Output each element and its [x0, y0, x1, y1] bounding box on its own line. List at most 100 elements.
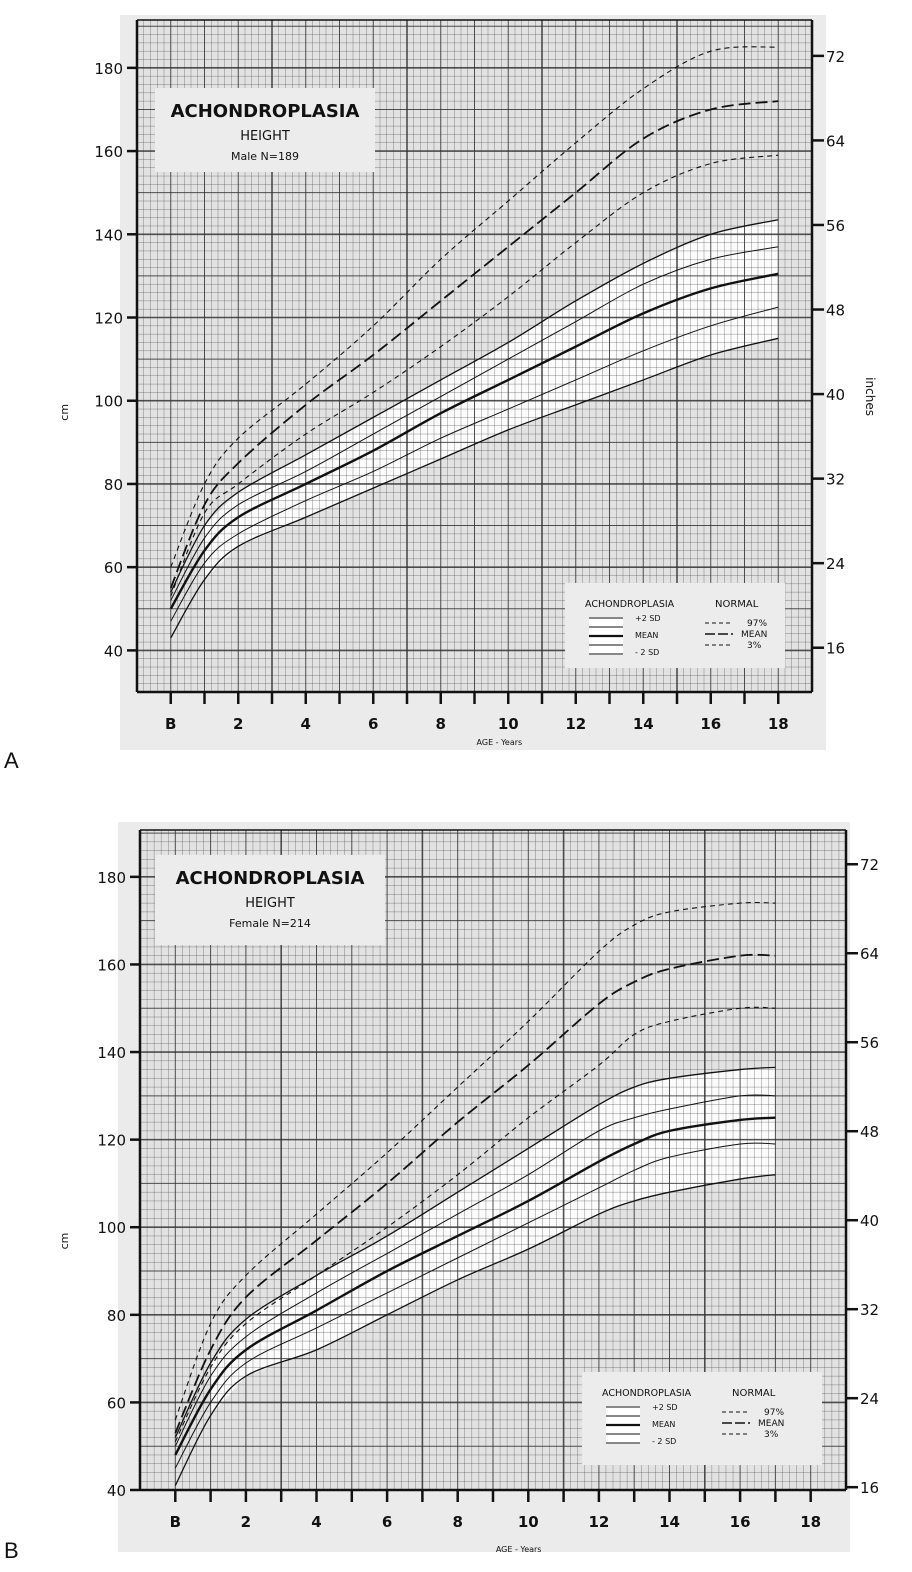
y2-tick-label: 16	[860, 1479, 879, 1497]
series-achondroplasia--2-sd	[170, 219, 779, 593]
series-achondroplasia--2-sd	[174, 1174, 776, 1486]
y-tick-label: 160	[94, 143, 123, 161]
series-achondroplasia--2-sd	[174, 1066, 776, 1438]
chart-subtitle: HEIGHT	[245, 896, 295, 911]
y-tick-label: 140	[97, 1044, 126, 1062]
legend-item-achondroplasia: MEAN	[652, 1420, 675, 1429]
x-tick-label: 8	[436, 715, 446, 733]
x-tick-label: 10	[498, 715, 519, 733]
series-normal-3-	[170, 154, 779, 597]
title-box	[155, 88, 375, 172]
y2-tick-label: 64	[860, 945, 879, 963]
legend-item-normal: 3%	[747, 641, 762, 651]
x-tick-label: 6	[382, 1513, 392, 1531]
chart-group-label: Male N=189	[231, 150, 299, 163]
y2-tick-label: 16	[826, 640, 845, 658]
series-achondroplasia-line-4	[174, 1094, 776, 1447]
series-normal-mean	[174, 953, 776, 1434]
y2-tick-label: 56	[826, 217, 845, 235]
x-tick-label: 8	[452, 1513, 462, 1531]
x-tick-label: 16	[730, 1513, 751, 1531]
series-achondroplasia-line-6	[174, 1142, 776, 1469]
y-axis-label: cm	[58, 1233, 71, 1250]
x-tick-label: 18	[768, 715, 789, 733]
y2-tick-label: 40	[860, 1212, 879, 1230]
legend-item-normal: 3%	[764, 1430, 779, 1440]
y-tick-label: 60	[104, 559, 123, 577]
series-normal-97-	[170, 46, 779, 568]
x-tick-label: 4	[301, 715, 311, 733]
legend-item-normal: MEAN	[741, 630, 767, 640]
y2-axis-label: inches	[863, 377, 877, 416]
x-axis-label: AGE - Years	[477, 738, 523, 747]
legend-title-normal: NORMAL	[732, 1388, 776, 1399]
y-axis-label: cm	[58, 404, 71, 421]
y2-tick-label: 24	[826, 555, 845, 573]
x-tick-label: 14	[633, 715, 654, 733]
panel-label-b: B	[4, 1538, 19, 1563]
x-tick-label: 10	[518, 1513, 539, 1531]
chart-subtitle: HEIGHT	[240, 129, 290, 144]
y2-tick-label: 72	[860, 856, 879, 874]
series-achondroplasia--2-sd	[170, 337, 779, 639]
x-tick-label: 2	[241, 1513, 251, 1531]
y-tick-label: 40	[104, 642, 123, 660]
y2-tick-label: 48	[860, 1123, 879, 1141]
x-tick-label: 12	[565, 715, 586, 733]
y-tick-label: 160	[97, 956, 126, 974]
y-tick-label: 60	[107, 1394, 126, 1412]
series-normal-97-	[174, 901, 776, 1421]
legend-title-achondroplasia: ACHONDROPLASIA	[602, 1388, 692, 1399]
legend-item-normal: 97%	[764, 1408, 784, 1418]
x-axis-label: AGE - Years	[496, 1545, 542, 1554]
chart-title: ACHONDROPLASIA	[176, 868, 365, 889]
legend-title-normal: NORMAL	[715, 599, 759, 610]
series-achondroplasia-line-6	[170, 306, 779, 622]
y2-tick-label: 64	[826, 132, 845, 150]
y-tick-label: 80	[104, 476, 123, 494]
y-tick-label: 80	[107, 1307, 126, 1325]
chart-a: ACHONDROPLASIA HEIGHT Male N=189 ACHONDROPL…	[58, 15, 877, 750]
legend-item-achondroplasia: +2 SD	[652, 1403, 678, 1412]
x-tick-label: 12	[588, 1513, 609, 1531]
legend-item-achondroplasia: - 2 SD	[652, 1437, 676, 1446]
sd-band	[204, 219, 779, 580]
title-box	[155, 855, 385, 945]
legend-item-achondroplasia: +2 SD	[635, 614, 661, 623]
series-normal-3-	[174, 1006, 776, 1443]
x-tick-label: 2	[233, 715, 243, 733]
legend-item-achondroplasia: - 2 SD	[635, 648, 659, 657]
y-tick-label: 40	[107, 1482, 126, 1500]
y2-tick-label: 48	[826, 302, 845, 320]
y-tick-label: 120	[97, 1132, 126, 1150]
series-achondroplasia-mean	[169, 272, 779, 610]
y-tick-label: 140	[94, 226, 123, 244]
series-achondroplasia-mean	[174, 1116, 776, 1456]
y2-tick-label: 56	[860, 1034, 879, 1052]
chart-title: ACHONDROPLASIA	[171, 101, 360, 122]
y-tick-label: 100	[97, 1219, 126, 1237]
y-tick-label: 120	[94, 310, 123, 328]
y-tick-label: 180	[97, 869, 126, 887]
legend-item-normal: 97%	[747, 619, 767, 629]
y2-tick-label: 40	[826, 386, 845, 404]
panel-label-a: A	[4, 748, 19, 773]
x-tick-label: 6	[368, 715, 378, 733]
y2-tick-label: 32	[826, 471, 845, 489]
x-tick-label: B	[170, 1513, 181, 1531]
x-tick-label: B	[165, 715, 176, 733]
chart-b: ACHONDROPLASIA HEIGHT Female N=214 ACHONDRO…	[58, 822, 879, 1554]
x-tick-label: 16	[700, 715, 721, 733]
legend-item-normal: MEAN	[758, 1419, 784, 1429]
x-tick-label: 14	[659, 1513, 680, 1531]
legend-title-achondroplasia: ACHONDROPLASIA	[585, 599, 675, 610]
y2-tick-label: 24	[860, 1390, 879, 1408]
chart-group-label: Female N=214	[229, 917, 311, 930]
x-tick-label: 18	[800, 1513, 821, 1531]
x-tick-label: 4	[311, 1513, 321, 1531]
series-achondroplasia-line-4	[170, 246, 779, 601]
y-tick-label: 180	[94, 60, 123, 78]
y2-tick-label: 32	[860, 1301, 879, 1319]
y2-tick-label: 72	[826, 48, 845, 66]
